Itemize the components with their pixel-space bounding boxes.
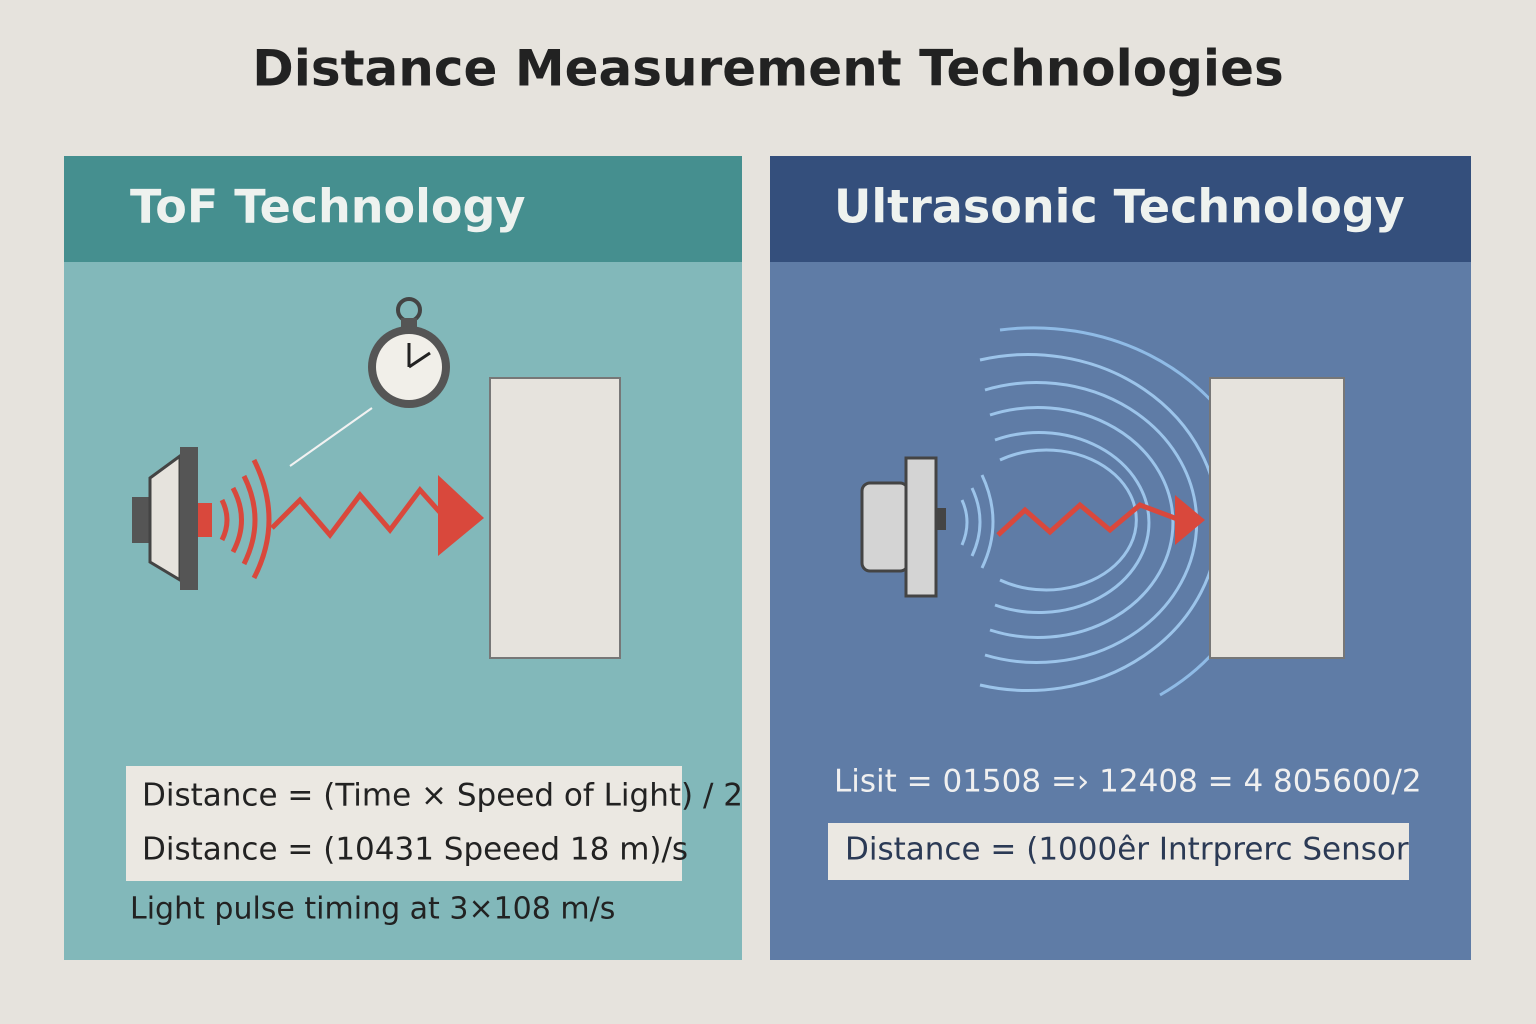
ultrasonic-sensor [860, 456, 946, 598]
panel-title: ToF Technology [130, 180, 525, 234]
target [1209, 377, 1345, 659]
panel-header [770, 156, 1471, 262]
tof-sensor [132, 447, 212, 590]
ultrasonic-panel: Ultrasonic Technology Lisit = 01508 =› 1… [770, 156, 1471, 960]
signal [996, 501, 1181, 537]
page-title: Distance Measurement Technologies [252, 40, 1284, 98]
panel-header [64, 156, 742, 262]
formula-box [828, 823, 1409, 880]
target [489, 377, 621, 659]
formula: Distance = (10431 Speeed 18 m)/s [142, 832, 688, 868]
formula: Distance = (1000êr Intrprerc Sensor [845, 832, 1409, 868]
panel-title: Ultrasonic Technology [834, 180, 1405, 234]
arrow-head [1175, 495, 1205, 545]
light-waves [219, 458, 447, 580]
arrow-head [438, 475, 484, 556]
formula-line: Lisit = 01508 =› 12408 = 4 805600/2 [834, 764, 1422, 800]
tof-panel: ToF Technology Distance = (Time × Sp [64, 156, 743, 960]
formula: Distance = (Time × Speed of Light) / 2 [142, 778, 743, 814]
stopwatch [289, 297, 450, 467]
formula-box [126, 766, 682, 881]
caption: Light pulse timing at 3×108 m/s [130, 892, 615, 927]
